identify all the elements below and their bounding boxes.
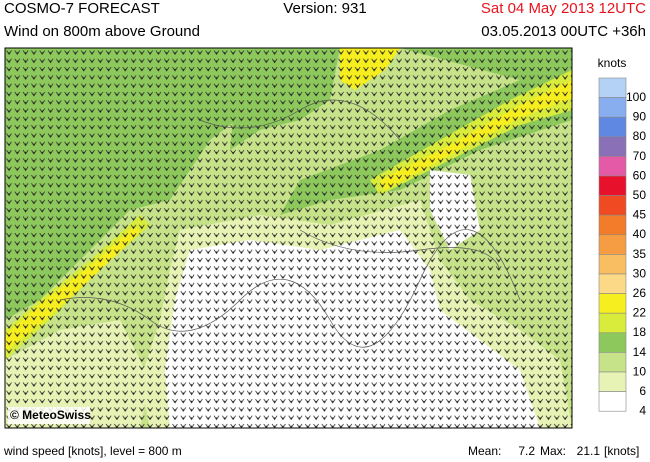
legend-label: 4 bbox=[639, 404, 646, 418]
legend-label: 100 bbox=[626, 90, 646, 104]
legend-label: 80 bbox=[633, 129, 647, 143]
legend-swatch bbox=[598, 214, 627, 236]
legend-label: 50 bbox=[633, 188, 647, 202]
legend: 100 90 80 70 60 50 45 40 35 30 26 22 18 14 10 6 4 bbox=[598, 77, 647, 418]
legend-label: 40 bbox=[633, 227, 647, 241]
footer-description: wind speed [knots], level = 800 m bbox=[3, 444, 182, 458]
mean-label: Mean: bbox=[468, 444, 501, 458]
legend-label: 14 bbox=[633, 345, 647, 359]
legend-swatch bbox=[598, 156, 627, 177]
run-time: 03.05.2013 00UTC +36h bbox=[481, 23, 646, 40]
legend-label: 35 bbox=[633, 247, 647, 261]
subtitle: Wind on 800m above Ground bbox=[4, 23, 200, 40]
legend-label: 90 bbox=[633, 110, 647, 124]
legend-swatch bbox=[598, 175, 627, 196]
legend-swatch bbox=[598, 332, 627, 353]
legend-swatch bbox=[598, 352, 627, 373]
legend-swatch bbox=[598, 391, 627, 412]
legend-swatch bbox=[598, 273, 627, 294]
legend-label: 22 bbox=[633, 306, 647, 320]
legend-swatch bbox=[598, 312, 627, 334]
map bbox=[5, 48, 572, 428]
version: Version: 931 bbox=[283, 0, 366, 17]
title: COSMO-7 FORECAST bbox=[4, 0, 160, 17]
unit: [knots] bbox=[604, 444, 639, 458]
legend-title: knots bbox=[598, 56, 627, 70]
mean-value: 7.2 bbox=[518, 444, 535, 458]
legend-label: 26 bbox=[633, 286, 647, 300]
legend-swatch bbox=[598, 293, 627, 314]
copyright: © MeteoSwiss bbox=[10, 408, 91, 422]
max-label: Max: bbox=[540, 444, 566, 458]
legend-label: 18 bbox=[633, 325, 647, 339]
legend-label: 45 bbox=[633, 208, 647, 222]
legend-swatch bbox=[598, 195, 627, 216]
legend-swatch bbox=[598, 234, 627, 255]
max-value: 21.1 bbox=[577, 444, 601, 458]
legend-swatch bbox=[598, 136, 627, 157]
legend-label: 70 bbox=[633, 149, 647, 163]
legend-swatch bbox=[598, 254, 627, 275]
legend-swatch bbox=[598, 77, 627, 98]
legend-label: 60 bbox=[633, 168, 647, 182]
legend-swatch bbox=[598, 97, 627, 118]
legend-swatch bbox=[598, 116, 627, 138]
legend-label: 10 bbox=[633, 364, 647, 378]
legend-swatch bbox=[598, 371, 627, 392]
valid-time: Sat 04 May 2013 12UTC bbox=[481, 0, 646, 17]
legend-label: 6 bbox=[639, 384, 646, 398]
legend-label: 30 bbox=[633, 266, 647, 280]
